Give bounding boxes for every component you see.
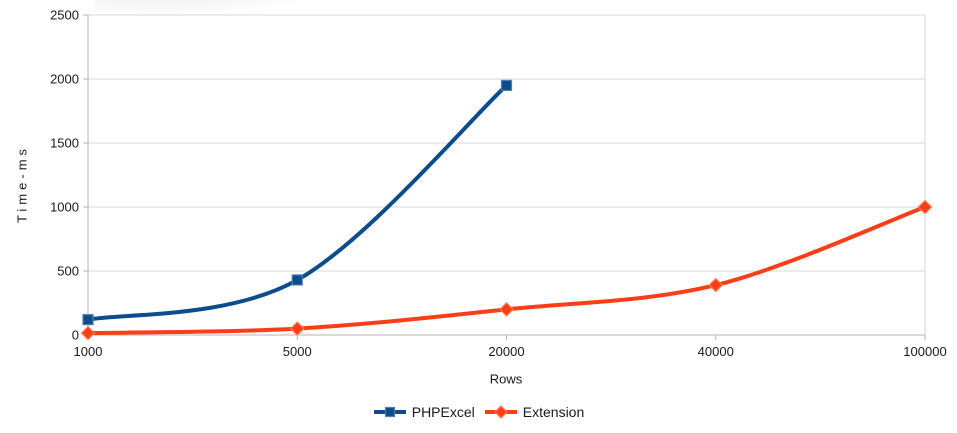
y-tick-label: 2500 <box>50 8 79 23</box>
data-point-marker-phpexcel <box>291 274 303 286</box>
data-point-marker-extension <box>289 321 305 336</box>
y-tick-label: 0 <box>72 328 79 343</box>
legend-swatch-marker <box>493 405 508 419</box>
data-point-marker-extension <box>499 302 514 317</box>
legend-label-phpexcel: PHPExcel <box>411 404 475 420</box>
y-tick-label: 1000 <box>50 200 79 215</box>
legend-swatch-marker <box>384 406 395 418</box>
y-tick-label: 500 <box>57 264 79 279</box>
x-axis-title: Rows <box>489 371 523 387</box>
data-point-marker-extension <box>917 199 933 215</box>
x-tick-label: 40000 <box>698 344 734 359</box>
legend: PHPExcel Extension <box>0 404 957 420</box>
y-axis-title: Time-ms <box>14 144 30 224</box>
x-tick-label: 5000 <box>283 344 312 359</box>
y-tick-label: 2000 <box>50 72 79 87</box>
x-tick-label: 1000 <box>74 344 103 359</box>
data-point-marker-phpexcel <box>500 79 513 92</box>
legend-item-extension: Extension <box>484 404 584 420</box>
data-point-marker-extension <box>80 325 96 341</box>
legend-label-extension: Extension <box>522 404 585 420</box>
extension-line-diamond-swatch-icon <box>484 405 517 419</box>
series-line-phpexcel <box>86 83 509 322</box>
data-point-marker-phpexcel <box>82 314 94 326</box>
phpexcel-line-square-swatch-icon <box>373 406 406 418</box>
x-tick-label: 20000 <box>488 344 524 359</box>
data-point-marker-extension <box>708 277 724 293</box>
x-tick-label: 100000 <box>903 344 946 359</box>
y-tick-label: 1500 <box>50 136 79 151</box>
legend-item-phpexcel: PHPExcel <box>373 404 475 420</box>
